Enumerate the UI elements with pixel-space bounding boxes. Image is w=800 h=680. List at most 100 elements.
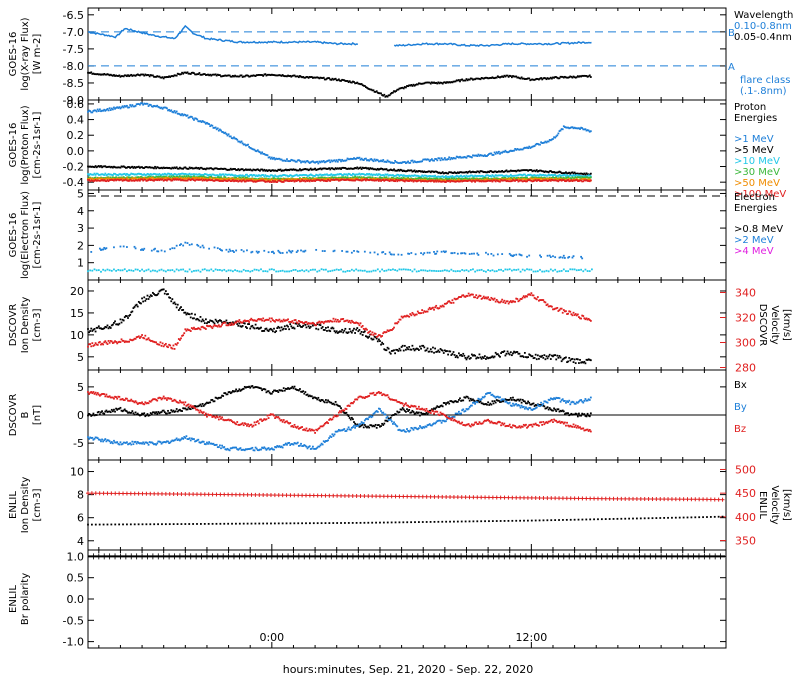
data-point <box>330 327 333 330</box>
data-point <box>127 176 129 179</box>
data-point <box>181 167 183 170</box>
data-point <box>329 179 332 181</box>
data-point <box>518 352 521 355</box>
data-point <box>207 73 209 76</box>
data-point <box>539 143 541 146</box>
data-point <box>394 177 397 180</box>
data-point <box>286 319 288 322</box>
data-point <box>401 161 404 164</box>
data-point <box>105 326 108 329</box>
data-point <box>584 75 587 77</box>
data-point <box>539 169 541 172</box>
data-point <box>234 176 236 179</box>
data-point <box>280 158 283 161</box>
data-point <box>569 310 572 313</box>
data-point <box>558 130 561 133</box>
data-point <box>542 179 545 182</box>
data-point <box>143 74 146 77</box>
data-point <box>372 168 375 171</box>
data-point <box>87 173 89 175</box>
data-point <box>520 298 523 300</box>
data-point <box>455 79 458 82</box>
data-point <box>362 159 365 162</box>
data-point <box>455 177 458 180</box>
data-point <box>98 327 101 330</box>
data-point <box>209 176 212 178</box>
data-point <box>295 160 298 163</box>
data-point <box>476 155 479 157</box>
data-point <box>436 179 439 182</box>
data-point <box>383 331 386 333</box>
data-point <box>467 355 470 358</box>
data-point <box>360 173 363 175</box>
data-point <box>355 268 358 271</box>
data-point <box>130 178 133 181</box>
data-point <box>490 356 493 359</box>
data-point <box>397 177 400 180</box>
data-point <box>107 180 110 183</box>
data-point <box>276 319 279 322</box>
data-point <box>356 81 359 84</box>
data-point <box>126 177 128 180</box>
data-point <box>216 269 219 271</box>
data-point <box>106 108 109 110</box>
data-point <box>207 167 209 170</box>
data-point <box>534 174 537 177</box>
data-point <box>582 270 585 273</box>
data-point <box>309 76 312 79</box>
data-point <box>154 247 156 250</box>
data-point <box>183 173 186 175</box>
data-point <box>470 171 473 173</box>
data-point <box>169 110 172 112</box>
data-point <box>354 332 356 334</box>
data-point <box>510 177 513 180</box>
data-point <box>154 176 156 179</box>
data-point <box>534 170 537 173</box>
data-point <box>284 179 287 182</box>
data-point <box>304 180 307 183</box>
data-point <box>362 167 365 170</box>
data-point <box>177 338 180 340</box>
data-point <box>355 328 358 331</box>
data-point <box>414 161 417 163</box>
data-point <box>399 178 402 181</box>
data-point <box>140 302 142 305</box>
data-point <box>349 330 352 333</box>
data-point <box>88 178 90 180</box>
data-point <box>286 179 288 182</box>
data-point <box>387 160 390 163</box>
data-point <box>270 181 273 184</box>
data-point <box>518 148 521 151</box>
y-tick-label: 0.4 <box>67 114 85 127</box>
data-point <box>519 169 522 172</box>
data-point <box>121 339 124 342</box>
data-point <box>208 123 211 126</box>
data-point <box>295 321 298 324</box>
data-point <box>164 173 167 176</box>
data-point <box>407 169 409 172</box>
data-point <box>240 180 243 183</box>
data-point <box>557 171 560 174</box>
data-point <box>519 298 522 300</box>
data-point <box>193 317 195 320</box>
data-point <box>540 176 542 179</box>
data-point <box>158 167 161 170</box>
data-point <box>581 172 584 175</box>
data-point <box>302 173 305 176</box>
data-point <box>251 148 254 150</box>
data-point <box>561 179 564 181</box>
data-point <box>459 80 461 83</box>
data-point <box>476 77 479 80</box>
data-point <box>552 308 554 311</box>
data-point <box>174 74 177 77</box>
data-point <box>167 176 169 179</box>
data-point <box>463 354 466 357</box>
data-point <box>333 179 336 181</box>
data-point <box>453 80 456 83</box>
data-point <box>409 348 412 351</box>
data-point <box>445 158 447 161</box>
data-point <box>256 251 259 254</box>
data-point <box>156 250 159 253</box>
data-point <box>508 268 511 271</box>
data-point <box>343 159 346 162</box>
